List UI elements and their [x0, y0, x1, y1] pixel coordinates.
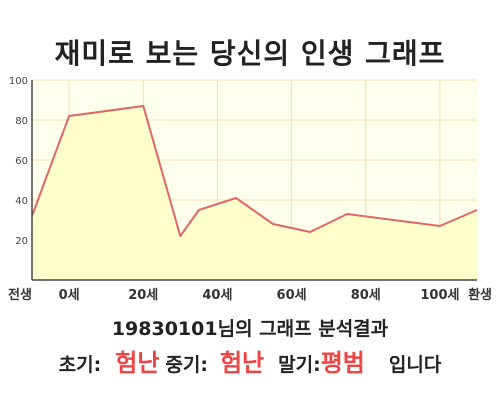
middle-label: 중기:	[165, 354, 208, 376]
x-tick-labels: 전생 0세 20세 40세 60세 80세 100세 환생	[8, 287, 492, 303]
y-tick-label: 60	[15, 156, 28, 167]
y-tick-label: 20	[15, 236, 28, 247]
analysis-suffix: 님의 그래프 분석결과	[217, 318, 389, 340]
series-line	[31, 105, 478, 237]
y-tick-label: 40	[15, 196, 28, 207]
late-label: 말기:	[278, 354, 321, 376]
y-tick-label: 100	[9, 76, 28, 87]
life-graph-chart: 20 40 60 80 100 전생 0세 20세 40세 60세 80세 100세 환생	[8, 76, 492, 303]
series-area-fill	[32, 106, 477, 280]
early-value: 험난	[115, 349, 160, 377]
x-tick-label: 100세	[420, 288, 459, 303]
analysis-result: 초기: 험난 중기: 험난 말기:평범 입니다	[0, 345, 500, 383]
x-tick-label: 20세	[128, 288, 158, 303]
early-label: 초기:	[58, 354, 102, 376]
x-tick-label: 80세	[351, 288, 381, 303]
ending-text: 입니다	[388, 354, 442, 376]
x-tick-label: 60세	[277, 288, 307, 303]
birth-date: 19830101	[111, 318, 218, 340]
analysis-header: 19830101님의 그래프 분석결과	[0, 315, 500, 343]
x-tick-label: 전생	[8, 287, 32, 303]
page-title: 재미로 보는 당신의 인생 그래프	[54, 37, 446, 70]
x-tick-label: 0세	[59, 288, 80, 303]
axes	[31, 80, 477, 281]
x-tick-label: 40세	[202, 288, 232, 303]
y-tick-labels: 20 40 60 80 100	[9, 76, 28, 247]
y-tick-label: 80	[15, 116, 28, 127]
middle-value: 험난	[219, 349, 265, 377]
x-tick-label: 환생	[468, 287, 492, 303]
late-value: 평범	[320, 349, 365, 377]
